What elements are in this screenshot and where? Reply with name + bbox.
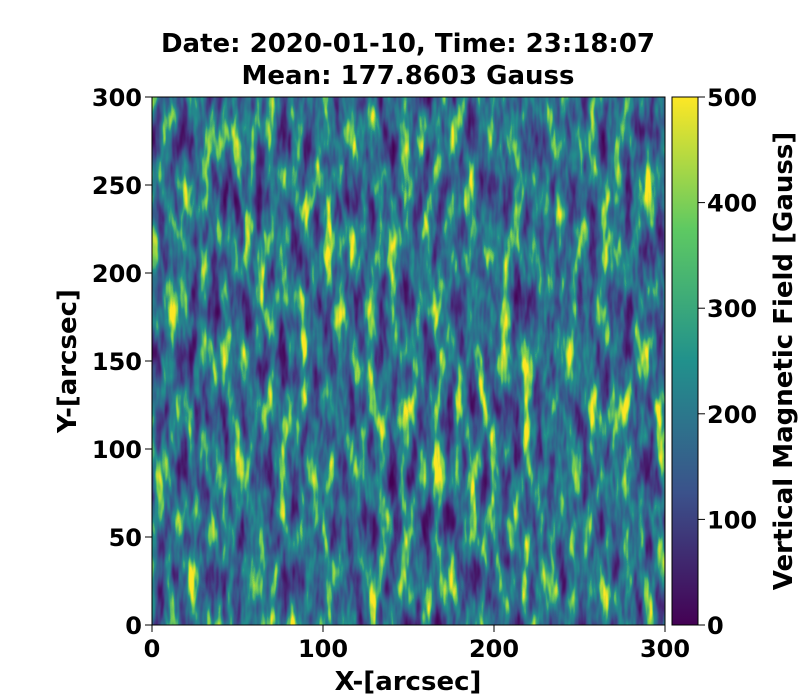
- y-tick-label: 250: [92, 172, 142, 200]
- x-tick-label: 300: [640, 635, 690, 663]
- colorbar-tick-label: 400: [707, 190, 757, 218]
- colorbar: [671, 96, 699, 626]
- y-tick-label: 150: [92, 348, 142, 376]
- y-tick-label: 300: [92, 84, 142, 112]
- colorbar-tick-label: 0: [707, 612, 724, 640]
- chart-subtitle: Mean: 177.8603 Gauss: [242, 61, 575, 91]
- colorbar-label: Vertical Magnetic Field [Gauss]: [769, 132, 799, 590]
- x-tick-label: 0: [144, 635, 161, 663]
- x-axis-label: X-[arcsec]: [335, 667, 482, 697]
- y-tick-label: 50: [109, 524, 142, 552]
- y-tick-label: 100: [92, 436, 142, 464]
- colorbar-tick-label: 200: [707, 401, 757, 429]
- colorbar-tick-label: 300: [707, 295, 757, 323]
- x-tick-label: 100: [298, 635, 348, 663]
- heatmap-image: [152, 97, 665, 625]
- colorbar-tick-label: 100: [707, 506, 757, 534]
- chart-title: Date: 2020-01-10, Time: 23:18:07: [161, 29, 655, 59]
- colorbar-tick-label: 500: [707, 84, 757, 112]
- y-tick-label: 0: [125, 612, 142, 640]
- y-tick-label: 200: [92, 260, 142, 288]
- x-tick-label: 200: [469, 635, 519, 663]
- y-axis-label: Y-[arcsec]: [53, 289, 83, 434]
